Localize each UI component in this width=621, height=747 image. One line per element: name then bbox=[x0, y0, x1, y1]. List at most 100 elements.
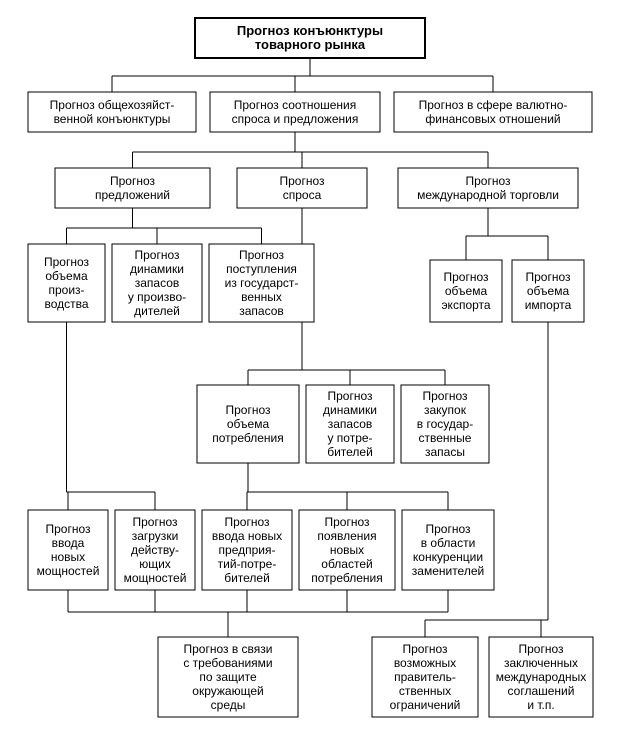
node-l2a: Прогнозпредложений bbox=[55, 168, 210, 208]
node-l3a-line1: объема bbox=[45, 269, 88, 283]
node-l3c-line3: венных bbox=[241, 290, 282, 304]
node-l5c-line0: Прогноз bbox=[224, 515, 270, 529]
node-l3e: Прогнозобъемаимпорта bbox=[512, 260, 584, 322]
node-l1c: Прогноз в сфере валютно-финансовых отнош… bbox=[394, 92, 592, 132]
node-l3a-line3: водства bbox=[44, 297, 88, 311]
node-l5e-line2: конкуренции bbox=[413, 550, 483, 564]
node-l4b-line1: динамики bbox=[323, 403, 377, 417]
node-l3a-line0: Прогноз bbox=[44, 255, 90, 269]
node-l5c-line1: ввода новых bbox=[212, 529, 282, 543]
node-l5b-line4: мощностей bbox=[124, 571, 187, 585]
node-l5c: Прогнозввода новыхпредприя-тий-потре-бит… bbox=[202, 510, 292, 590]
node-l5d-line2: новых bbox=[330, 543, 364, 557]
node-root-line0: Прогноз конъюнктуры bbox=[237, 23, 383, 38]
node-l2b-line0: Прогноз bbox=[279, 174, 325, 188]
node-l6a-line1: с требованиями bbox=[183, 656, 272, 670]
node-l1b: Прогноз соотношенияспроса и предложения bbox=[210, 92, 380, 132]
node-l5e: Прогнозв областиконкуренциизаменителей bbox=[402, 510, 494, 590]
node-l3d-line1: объема bbox=[445, 284, 488, 298]
node-l3c-line1: поступления bbox=[226, 262, 297, 276]
node-l6a-line0: Прогноз в связи bbox=[183, 642, 272, 656]
node-l3c-line4: запасов bbox=[239, 304, 284, 318]
node-l5a-line0: Прогноз bbox=[45, 522, 91, 536]
node-l5a-line1: ввода bbox=[52, 536, 85, 550]
node-l5c-line4: бителей bbox=[224, 571, 270, 585]
node-l6b: Прогнозвозможныхправитель-ственныхограни… bbox=[372, 637, 478, 717]
node-l3c-line2: из государст- bbox=[225, 276, 299, 290]
node-l1a-line0: Прогноз общехозяйст- bbox=[50, 98, 175, 112]
node-l6a: Прогноз в связис требованиямипо защитеок… bbox=[158, 637, 298, 717]
node-l5d-line3: областей bbox=[321, 557, 372, 571]
node-l5b-line0: Прогноз bbox=[132, 515, 178, 529]
node-l3c: Прогнозпоступленияиз государст-венныхзап… bbox=[209, 244, 314, 322]
node-l4c-line4: запасы bbox=[425, 445, 465, 459]
node-l6a-line3: окружающей bbox=[192, 684, 263, 698]
node-root-line1: товарного рынка bbox=[255, 37, 366, 52]
node-l5c-line2: предприя- bbox=[219, 543, 276, 557]
node-l4a-line2: потребления bbox=[212, 431, 283, 445]
node-l3d-line2: экспорта bbox=[441, 298, 490, 312]
node-l3b-line3: у произво- bbox=[128, 290, 186, 304]
node-l5d: Прогнозпоявленияновыхобластейпотребления bbox=[299, 510, 395, 590]
node-l3b-line2: запасов bbox=[135, 276, 180, 290]
node-l6c-line0: Прогноз bbox=[518, 642, 564, 656]
node-l3b: Прогноздинамикизапасову произво-дителей bbox=[112, 244, 202, 322]
node-l1c-line0: Прогноз в сфере валютно- bbox=[419, 98, 568, 112]
node-l1c-line1: финансовых отношений bbox=[425, 112, 560, 126]
node-l6b-line3: ственных bbox=[399, 684, 451, 698]
node-l2b-line1: спроса bbox=[283, 188, 322, 202]
node-l3c-line0: Прогноз bbox=[239, 248, 285, 262]
node-l3b-line0: Прогноз bbox=[134, 248, 180, 262]
node-l5b-line2: действу- bbox=[131, 543, 179, 557]
node-l6b-line2: правитель- bbox=[394, 670, 456, 684]
node-l3e-line2: импорта bbox=[525, 298, 572, 312]
node-l6b-line1: возможных bbox=[394, 656, 456, 670]
node-l5a-line2: новых bbox=[51, 550, 85, 564]
node-l5d-line0: Прогноз bbox=[324, 515, 370, 529]
node-l3a: Прогнозобъемапроиз-водства bbox=[28, 244, 105, 322]
node-l3d-line0: Прогноз bbox=[443, 270, 489, 284]
node-l1b-line0: Прогноз соотношения bbox=[234, 98, 357, 112]
node-root: Прогноз конъюнктурытоварного рынка bbox=[195, 18, 425, 58]
node-l3b-line4: дителей bbox=[134, 304, 180, 318]
node-l4a-line1: объема bbox=[227, 417, 270, 431]
node-l5e-line1: в области bbox=[421, 536, 476, 550]
node-l5e-line3: заменителей bbox=[412, 564, 484, 578]
node-l6a-line2: по защите bbox=[199, 670, 257, 684]
node-l5d-line1: появления bbox=[317, 529, 376, 543]
node-l2c-line0: Прогноз bbox=[465, 174, 511, 188]
node-l5a-line3: мощностей bbox=[37, 564, 100, 578]
node-l5b: Прогноззагрузкидейству-ющихмощностей bbox=[115, 510, 195, 590]
node-l2b: Прогнозспроса bbox=[237, 168, 367, 208]
node-l4b: Прогноздинамикизапасову потре-бителей bbox=[306, 385, 394, 463]
node-l5b-line1: загрузки bbox=[132, 529, 179, 543]
node-l2a-line1: предложений bbox=[95, 188, 170, 202]
node-l3e-line0: Прогноз bbox=[525, 270, 571, 284]
node-l4c-line0: Прогноз bbox=[422, 389, 468, 403]
node-l6c-line4: и т.п. bbox=[527, 698, 554, 712]
node-l4a-line0: Прогноз bbox=[225, 403, 271, 417]
node-l4b-line3: у потре- bbox=[327, 431, 372, 445]
node-l4b-line2: запасов bbox=[328, 417, 373, 431]
node-l6c-line1: заключенных bbox=[504, 656, 578, 670]
node-l6b-line4: ограничений bbox=[390, 698, 461, 712]
node-l2a-line0: Прогноз bbox=[110, 174, 156, 188]
node-l3e-line1: объема bbox=[527, 284, 570, 298]
node-l5e-line0: Прогноз bbox=[425, 522, 471, 536]
node-l1a: Прогноз общехозяйст-венной конъюнктуры bbox=[28, 92, 196, 132]
node-l5b-line3: ющих bbox=[139, 557, 171, 571]
node-l6c-line3: соглашений bbox=[508, 684, 575, 698]
node-l3a-line2: произ- bbox=[48, 283, 84, 297]
node-l5d-line4: потребления bbox=[311, 571, 382, 585]
node-l3d: Прогнозобъемаэкспорта bbox=[430, 260, 502, 322]
node-l4a: Прогнозобъемапотребления bbox=[197, 385, 299, 463]
node-l6a-line4: среды bbox=[211, 698, 246, 712]
node-l2c-line1: международной торговли bbox=[417, 188, 559, 202]
node-l4c: Прогноззакупокв государ-ственныезапасы bbox=[401, 385, 489, 463]
node-l4b-line0: Прогноз bbox=[327, 389, 373, 403]
node-l4c-line3: ственные bbox=[419, 431, 472, 445]
node-l2c: Прогнозмеждународной торговли bbox=[398, 168, 578, 208]
node-l4c-line2: в государ- bbox=[417, 417, 473, 431]
node-l3b-line1: динамики bbox=[130, 262, 184, 276]
node-l4b-line4: бителей bbox=[327, 445, 373, 459]
